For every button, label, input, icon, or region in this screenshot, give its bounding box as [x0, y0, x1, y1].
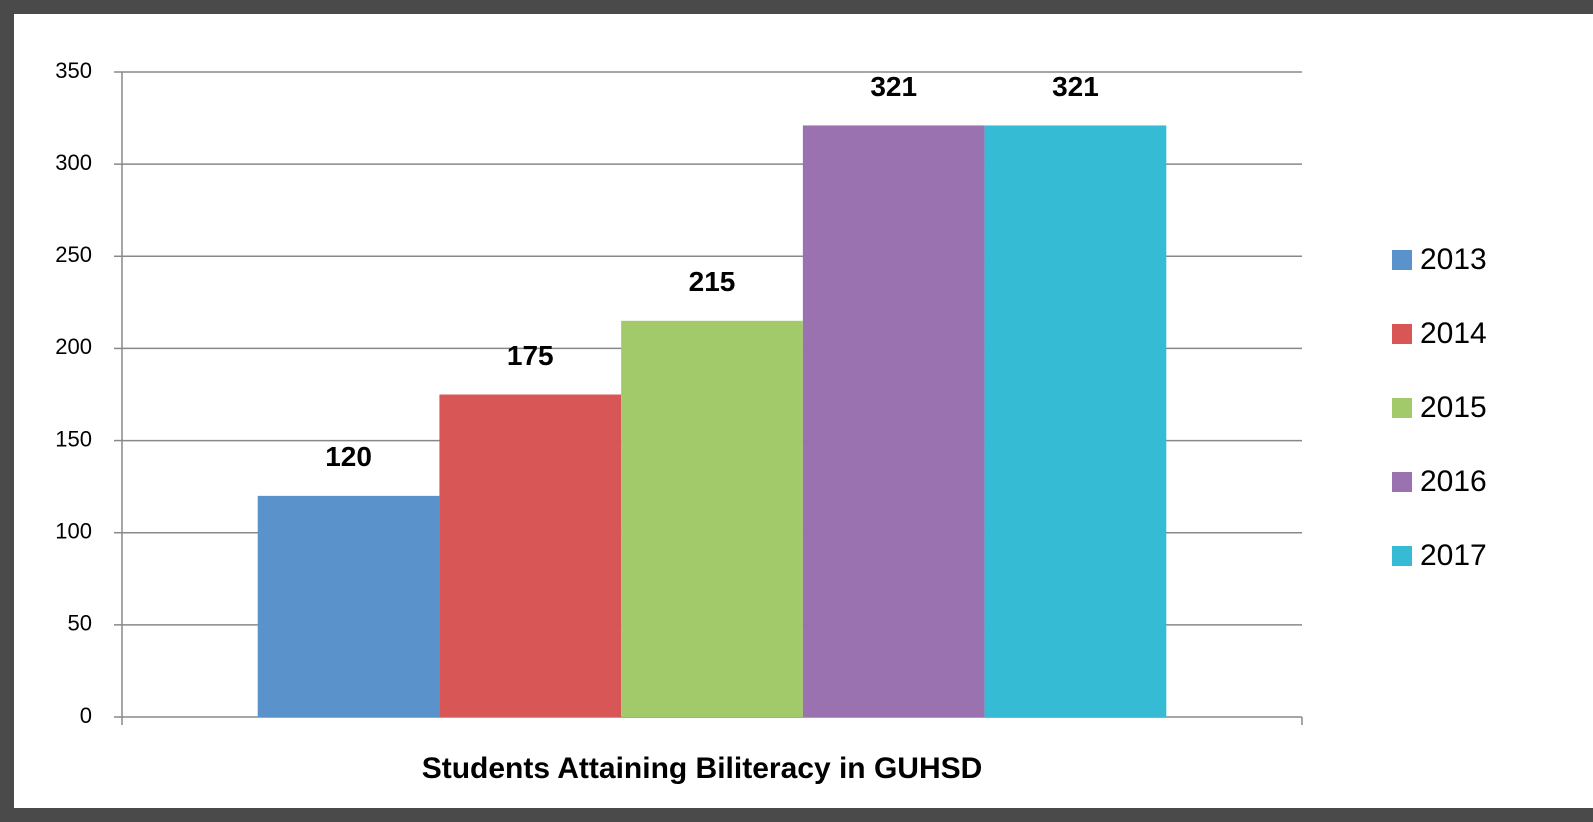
legend-label: 2016 — [1420, 465, 1487, 498]
legend-label: 2017 — [1420, 539, 1487, 572]
legend-swatch — [1392, 472, 1412, 492]
y-tick-label: 300 — [55, 150, 92, 175]
y-tick-label: 350 — [55, 58, 92, 83]
y-tick-label: 250 — [55, 242, 92, 267]
y-tick-label: 0 — [80, 703, 92, 728]
y-tick-label: 200 — [55, 334, 92, 359]
legend-label: 2015 — [1420, 391, 1487, 424]
bar — [984, 125, 1167, 717]
data-label: 175 — [507, 340, 554, 371]
data-label: 321 — [1052, 71, 1099, 102]
bar — [621, 320, 803, 717]
y-tick-label: 100 — [55, 519, 92, 544]
bar — [257, 495, 440, 717]
data-label: 215 — [689, 266, 736, 297]
legend-swatch — [1392, 324, 1412, 344]
x-category-label: Students Attaining Biliteracy in GUHSD — [422, 752, 983, 785]
bar — [802, 125, 985, 717]
data-label: 120 — [325, 441, 372, 472]
legend-label: 2014 — [1420, 317, 1487, 350]
data-label: 321 — [870, 71, 917, 102]
bar — [439, 394, 622, 717]
legend-label: 2013 — [1420, 243, 1487, 276]
y-tick-label: 50 — [68, 611, 92, 636]
legend-swatch — [1392, 546, 1412, 566]
legend-swatch — [1392, 398, 1412, 418]
legend-swatch — [1392, 250, 1412, 270]
y-tick-label: 150 — [55, 426, 92, 451]
